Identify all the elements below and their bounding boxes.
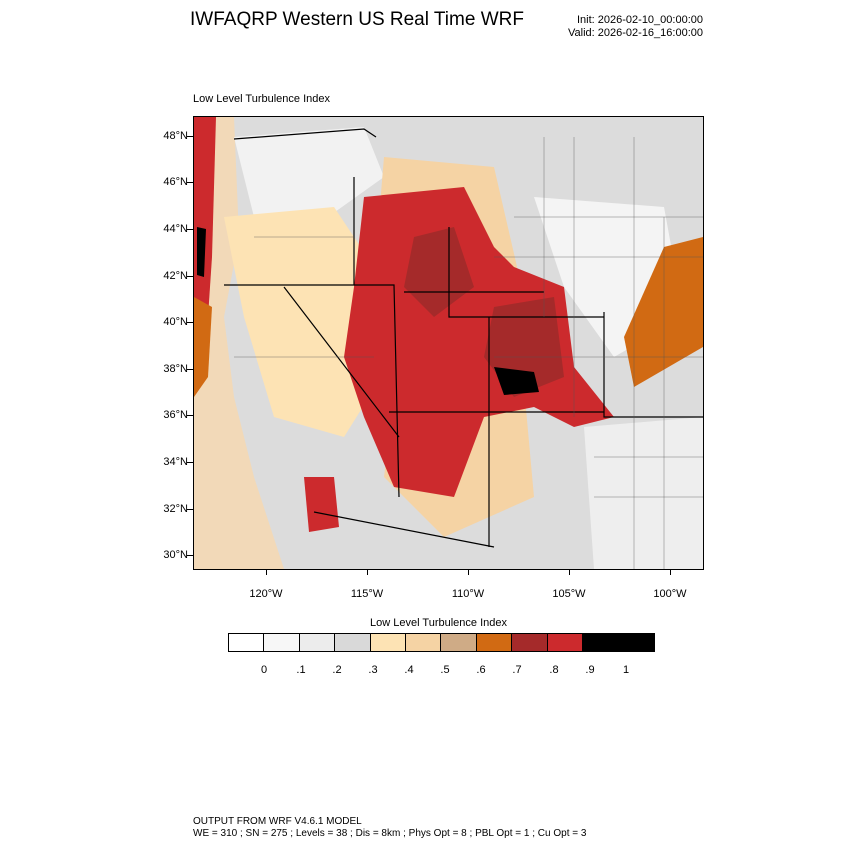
lat-label: 38°N [163,363,188,375]
lon-label: 115°W [350,588,384,600]
colorbar-label: .8 [549,664,559,676]
colorbar-cell [405,634,442,651]
colorbar-cell [618,634,654,651]
high-area-plains-east [624,237,703,387]
model-footer: OUTPUT FROM WRF V4.6.1 MODEL [193,816,362,827]
colorbar-label: .3 [368,664,378,676]
lon-tick [266,569,267,575]
light-area-tx [584,417,703,569]
lat-tick [187,415,193,416]
colorbar-cell [512,634,548,651]
panel-title: Low Level Turbulence Index [193,93,330,105]
colorbar-label: 1 [622,664,630,676]
colorbar-title: Low Level Turbulence Index [370,617,507,629]
lat-label: 30°N [163,549,188,561]
lat-label: 44°N [163,223,188,235]
init-time: Init: 2026-02-10_00:00:00 [577,14,703,26]
coastal-peak [197,227,206,277]
lat-tick [187,509,193,510]
lon-tick [569,569,570,575]
peak-area-co [494,367,539,395]
light-area-nw [234,127,384,227]
lat-label: 48°N [163,130,188,142]
colorbar-cell [370,634,406,651]
state-boundaries [224,128,703,548]
lat-tick [187,462,193,463]
lon-label: 105°W [552,588,586,600]
lat-tick [187,182,193,183]
colorbar-cell [476,634,513,651]
lon-label: 100°W [653,588,687,600]
colorbar-label: .9 [585,664,595,676]
lon-label: 120°W [249,588,283,600]
ocean-area [194,117,284,569]
colorbar-cell [582,634,619,651]
valid-time: Valid: 2026-02-16_16:00:00 [568,27,703,39]
lat-label: 40°N [163,316,188,328]
lat-label: 32°N [163,503,188,515]
colorbar [228,633,655,652]
lat-tick [187,229,193,230]
coastal-mid-band [194,297,212,397]
colorbar-cell [335,634,371,651]
lon-tick [468,569,469,575]
lat-label: 42°N [163,270,188,282]
colorbar-label: .1 [296,664,306,676]
colorbar-cell [264,634,300,651]
lat-tick [187,555,193,556]
lon-tick [367,569,368,575]
colorbar-label: .2 [332,664,342,676]
map-panel [193,116,704,570]
colorbar-label: .4 [404,664,414,676]
colorbar-label: 0 [260,664,268,676]
colorbar-label: .5 [440,664,450,676]
colorbar-label: .7 [512,664,522,676]
colorbar-label: .6 [476,664,486,676]
lat-tick [187,276,193,277]
lon-tick [670,569,671,575]
county-boundaries [234,137,703,569]
colorbar-cell [299,634,336,651]
lat-tick [187,369,193,370]
colorbar-cell [229,634,265,651]
dark-red-area-wy [404,227,474,317]
lat-label: 34°N [163,456,188,468]
lat-label: 36°N [163,409,188,421]
lat-tick [187,322,193,323]
colorbar-cell [441,634,477,651]
plot-title: IWFAQRP Western US Real Time WRF [190,9,524,30]
high-area-baja [304,477,339,532]
turbulence-map [194,117,703,569]
lon-label: 110°W [451,588,485,600]
model-config-footer: WE = 310 ; SN = 275 ; Levels = 38 ; Dis … [193,828,587,839]
lat-label: 46°N [163,176,188,188]
lat-tick [187,136,193,137]
colorbar-cell [547,634,583,651]
